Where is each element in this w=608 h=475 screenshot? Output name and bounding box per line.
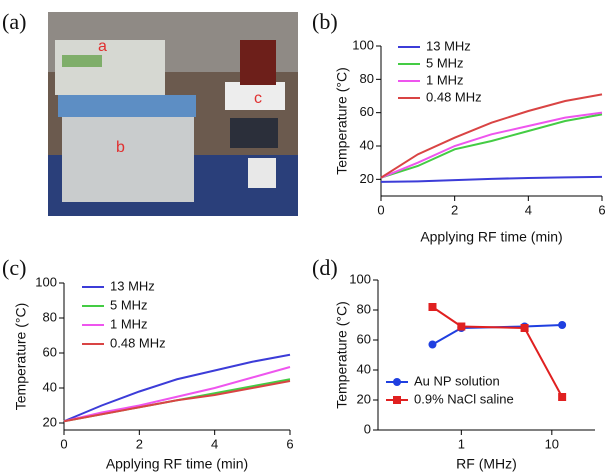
legend-label: 13 MHz [426,38,471,53]
legend-label: 1 MHz [426,72,464,87]
y-tick-label: 40 [360,137,374,152]
y-tick-label: 100 [35,274,57,289]
y-tick-label: 60 [360,104,374,119]
x-tick-label: 10 [545,436,559,451]
marker [428,340,437,349]
photo: (a) a b c [2,9,298,216]
stirrer [230,118,278,148]
marker [520,324,529,332]
marker [457,322,466,331]
series-line [380,93,603,179]
marker [558,393,567,401]
panel-label: (c) [2,255,26,280]
marker [428,303,437,311]
legend-label: 13 MHz [110,278,155,293]
y-tick-label: 20 [357,391,371,406]
series-line [380,175,603,183]
legend-label: 1 MHz [110,316,148,331]
x-axis-label: RF (MHz) [456,456,517,472]
legend-marker [393,396,401,404]
hotplate [225,82,285,110]
y-tick-label: 20 [43,414,57,429]
legend-label: 5 MHz [110,297,148,312]
y-tick-label: 0 [364,421,371,436]
y-tick-label: 60 [357,331,371,346]
amplifier [62,117,194,202]
x-tick-label: 6 [286,436,293,451]
x-tick-label: 0 [377,202,384,217]
x-tick-label: 2 [136,436,143,451]
y-tick-label: 80 [357,301,371,316]
legend-marker [393,378,401,386]
legend-label: Au NP solution [414,373,500,388]
x-tick-label: 4 [211,436,218,451]
annotation: c [254,90,262,107]
y-tick-label: 40 [43,379,57,394]
amplifier-top [58,95,196,117]
y-axis-label: Temperature (°C) [334,301,350,409]
x-tick-label: 2 [451,202,458,217]
series-line [63,353,291,423]
x-tick-label: 4 [525,202,532,217]
series-line [63,366,291,423]
x-tick-label: 6 [598,202,605,217]
x-tick-label: 1 [458,436,465,451]
y-tick-label: 20 [360,171,374,186]
y-tick-label: 80 [360,71,374,86]
y-axis-label: Temperature (°C) [334,67,350,175]
y-tick-label: 100 [352,37,374,52]
series-line [431,306,564,398]
annotation: a [98,38,107,55]
y-axis-label: Temperature (°C) [13,303,29,411]
signal-generator [55,40,165,95]
annotation: b [116,139,125,156]
x-axis-label: Applying RF time (min) [106,456,248,472]
legend-label: 0.48 MHz [426,89,482,104]
legend-label: 0.9% NaCl saline [414,391,514,406]
marker [558,321,567,329]
panel-label: (d) [312,255,338,280]
legend-label: 0.48 MHz [110,335,166,350]
panel-label: (b) [312,9,338,34]
timer [248,158,276,188]
x-axis-label: Applying RF time (min) [420,229,562,245]
generator-display [62,55,102,67]
panel-label: (a) [2,9,26,34]
series-line [63,380,291,423]
y-tick-label: 80 [43,309,57,324]
beaker [240,40,276,85]
legend-label: 5 MHz [426,55,464,70]
y-tick-label: 100 [349,271,371,286]
y-tick-label: 40 [357,361,371,376]
y-tick-label: 60 [43,344,57,359]
series-line [380,111,603,179]
x-tick-label: 0 [60,436,67,451]
series-line [380,113,603,179]
